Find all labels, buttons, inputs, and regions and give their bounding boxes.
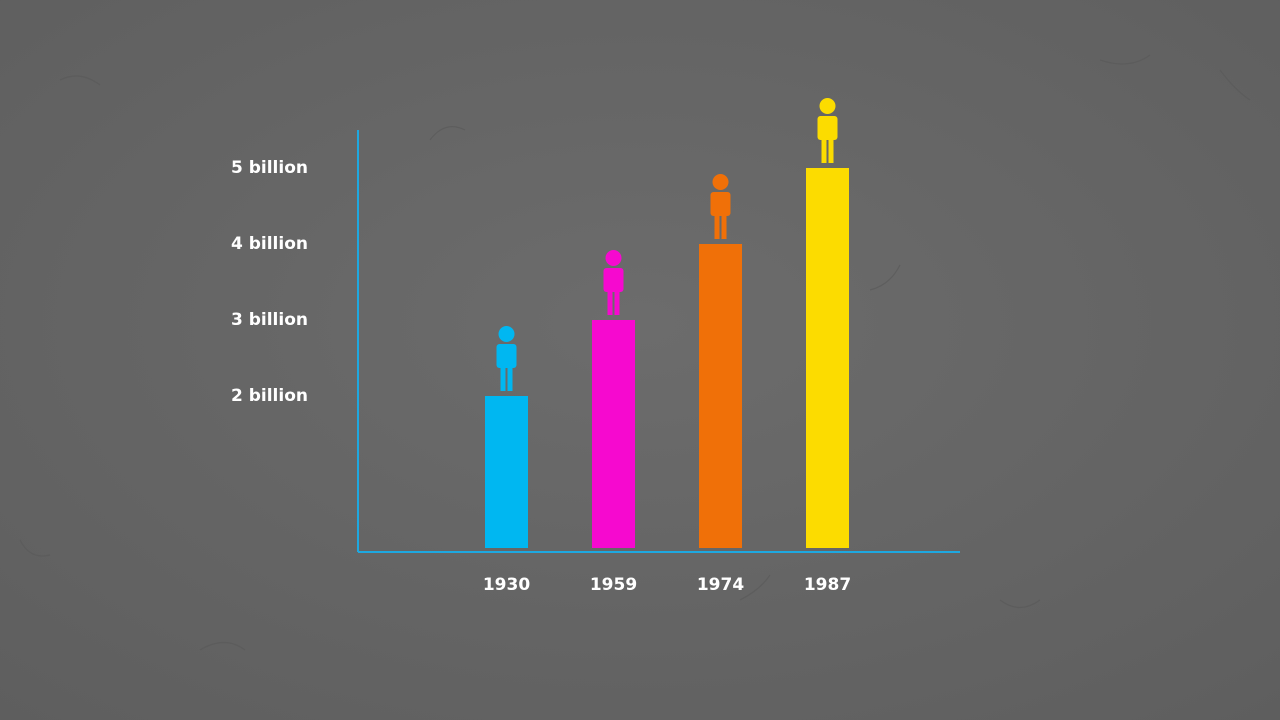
person-leg [714, 214, 720, 239]
bar [592, 320, 635, 548]
person-icon [603, 250, 624, 315]
person-body [496, 344, 517, 368]
person-body [603, 268, 624, 292]
person-icon [710, 174, 731, 239]
person-head [819, 98, 836, 114]
person-icon [496, 326, 517, 391]
person-leg [607, 290, 613, 315]
person-head [605, 250, 622, 266]
x-tick-label: 1930 [483, 575, 530, 595]
y-tick-label: 5 billion [231, 158, 308, 178]
person-leg [821, 138, 827, 163]
bar [699, 244, 742, 548]
person-head [712, 174, 729, 190]
y-tick-label: 2 billion [231, 386, 308, 406]
person-leg [614, 290, 620, 315]
person-body [710, 192, 731, 216]
person-leg [500, 366, 506, 391]
texture [19, 54, 1251, 651]
x-tick-label: 1974 [697, 575, 744, 595]
person-head [498, 326, 515, 342]
person-leg [507, 366, 513, 391]
person-leg [828, 138, 834, 163]
person-leg [721, 214, 727, 239]
x-tick-label: 1987 [804, 575, 851, 595]
bar [485, 396, 528, 548]
y-tick-label: 4 billion [231, 234, 308, 254]
bar [806, 168, 849, 548]
person-icon [817, 98, 838, 163]
y-tick-label: 3 billion [231, 310, 308, 330]
person-body [817, 116, 838, 140]
x-tick-label: 1959 [590, 575, 637, 595]
